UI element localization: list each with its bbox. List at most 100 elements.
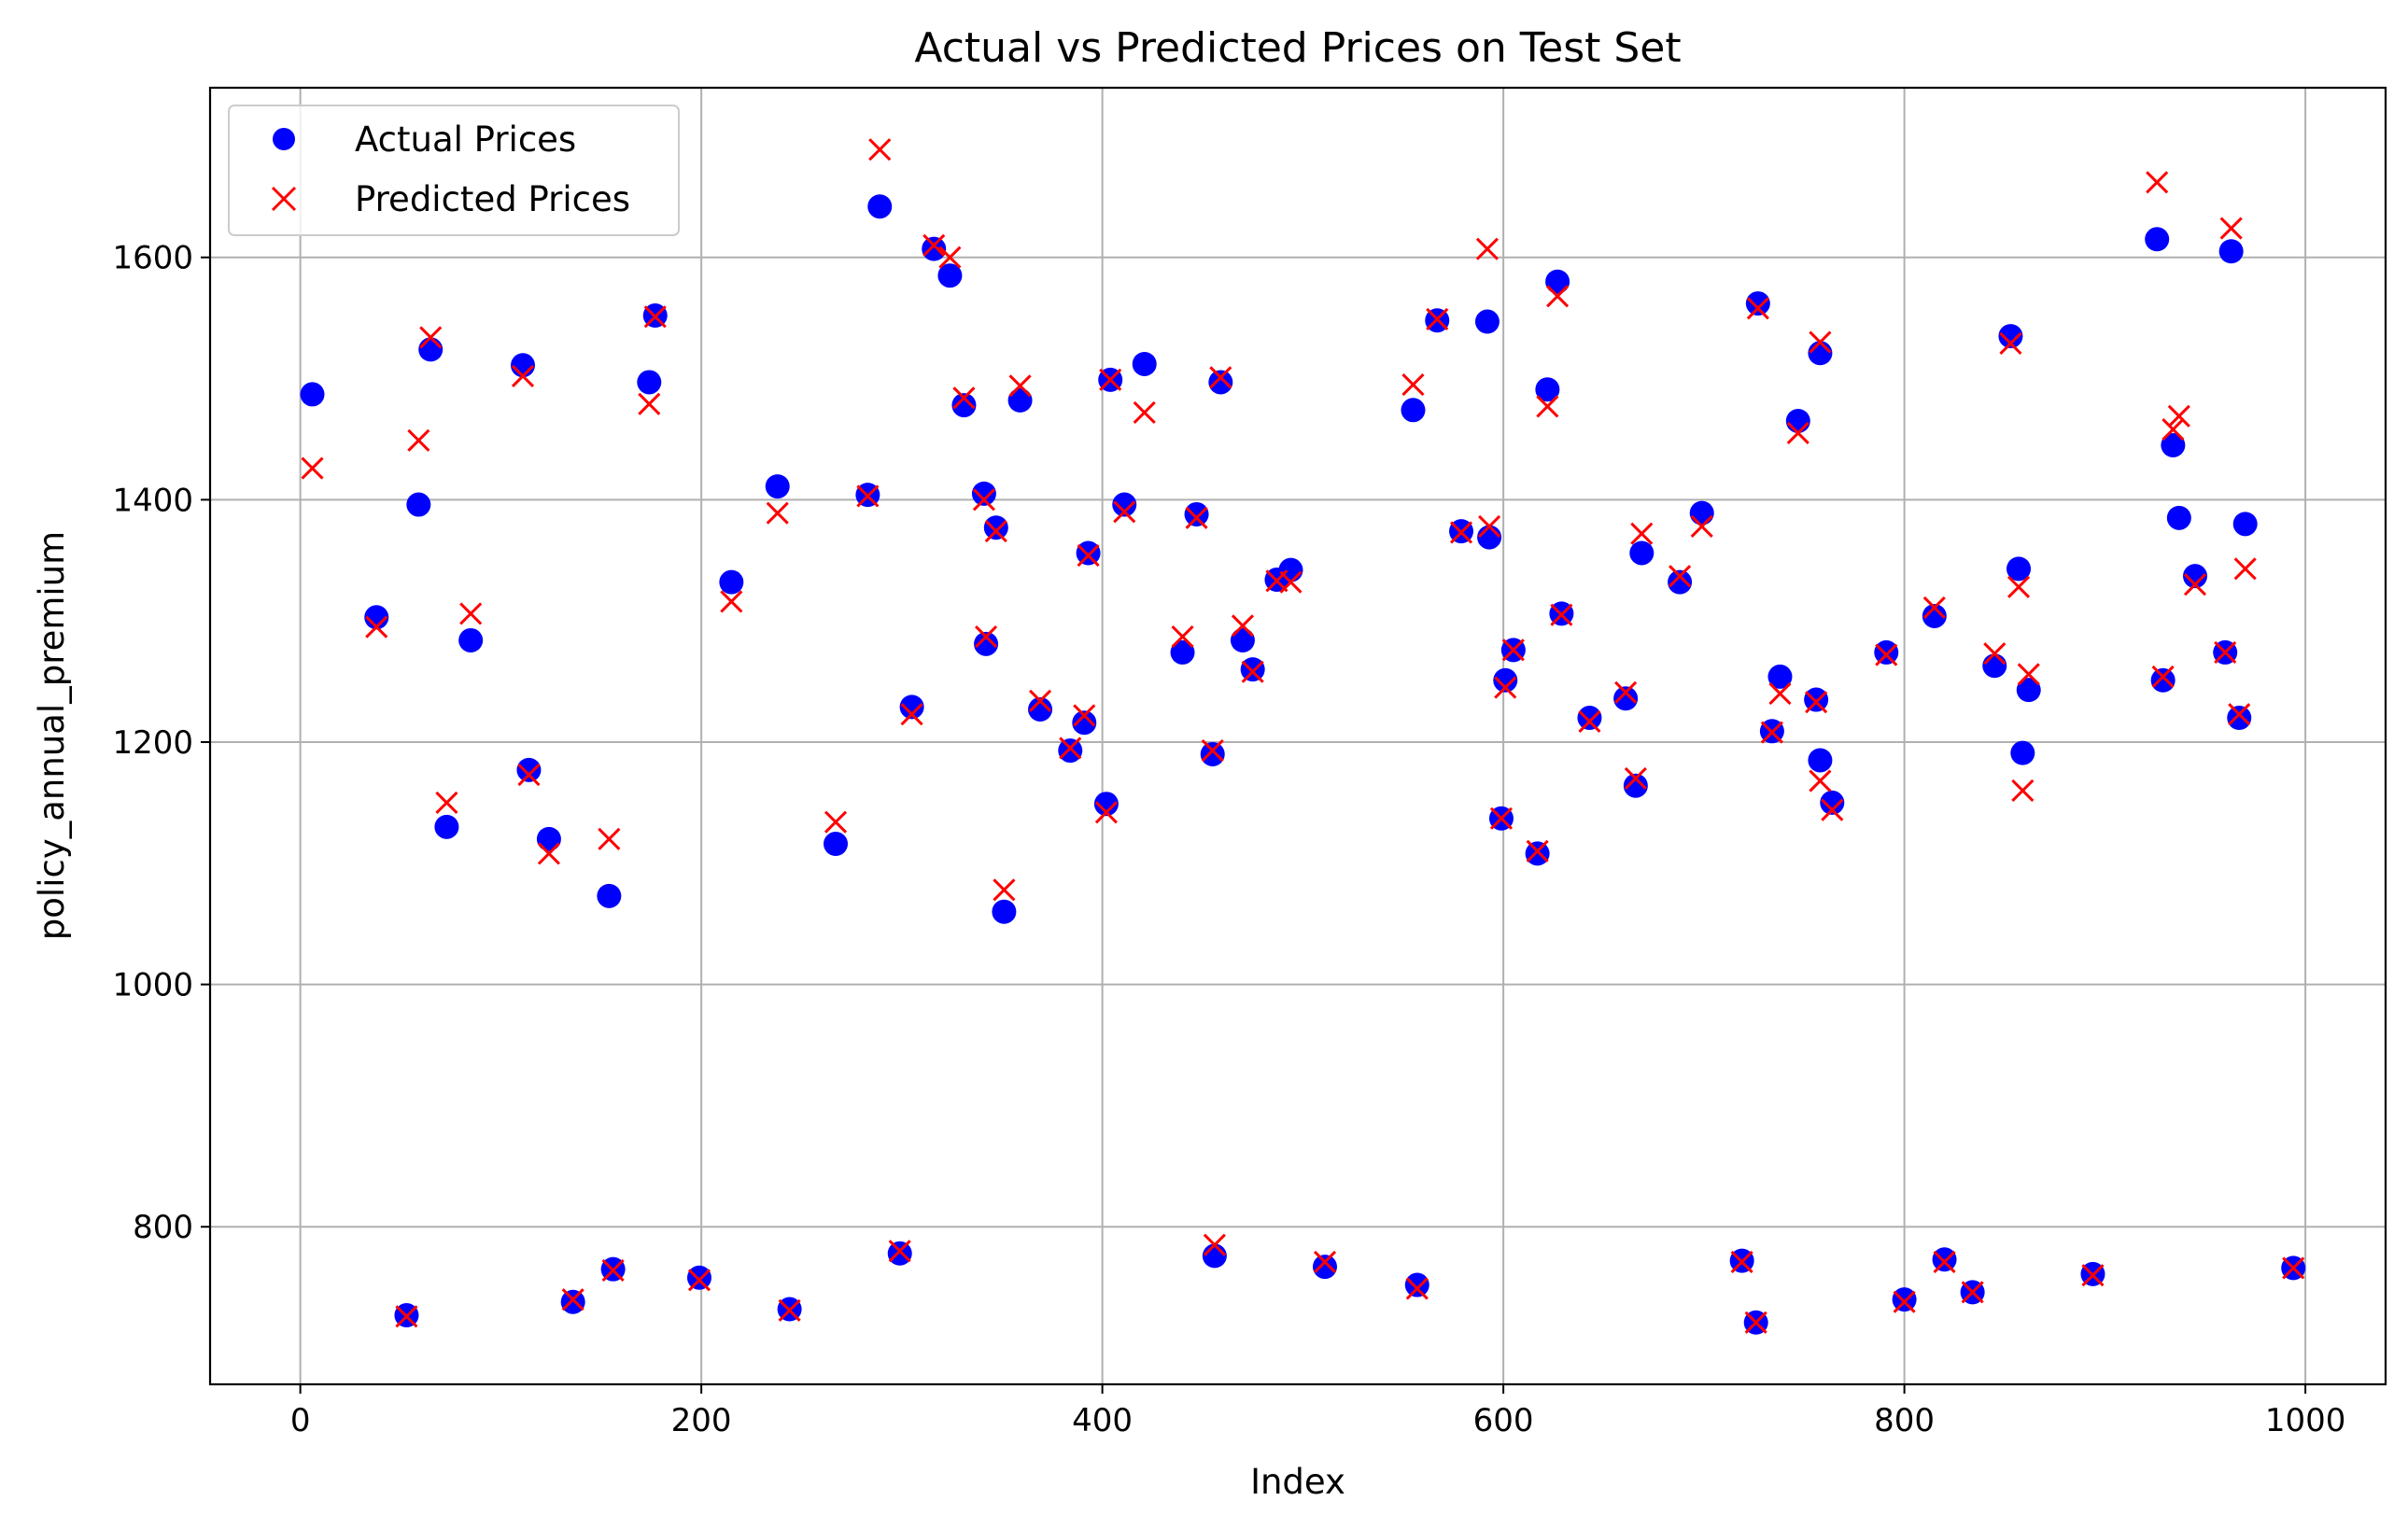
actual-price-point [951,393,977,418]
predicted-price-point [1171,624,1194,649]
predicted-price-point [1809,330,1832,354]
actual-price-point [1184,501,1209,526]
actual-price-point [1072,710,1097,736]
actual-price-point [1804,687,1829,712]
predicted-price-point [1875,643,1898,666]
predicted-price-point [2081,1264,2105,1287]
predicted-price-point [301,456,324,480]
y-tick-label: 1600 [112,240,193,277]
predicted-price-point [1028,689,1052,712]
actual-price-point [1493,667,1518,693]
actual-price-point [867,194,893,219]
predicted-price-point [1933,1250,1956,1273]
predicted-price-point [511,364,535,388]
actual-price-point [1312,1255,1337,1280]
actual-price-point [719,569,744,595]
predicted-price-point [687,1269,711,1292]
predicted-price-point [1279,570,1303,594]
predicted-price-point [1094,801,1118,824]
predicted-price-point [365,615,388,638]
predicted-price-point [1059,736,1082,760]
actual-price-point [1401,398,1426,423]
actual-price-point [1745,291,1770,316]
actual-price-point [516,757,542,782]
predicted-price-point [1821,798,1844,821]
actual-price-point [1545,269,1570,294]
predicted-price-point [459,602,483,625]
predicted-price-point [1614,680,1638,704]
predicted-price-point [1578,709,1601,733]
actual-price-point [458,627,484,652]
predicted-price-point [2167,404,2190,428]
actual-price-point [2150,667,2176,693]
actual-price-point [1808,748,1833,773]
predicted-price-point [407,428,430,452]
legend-label-predicted: Predicted Prices [355,179,630,219]
predicted-price-point [952,386,976,410]
predicted-price-point [984,520,1007,543]
predicted-price-point [1231,614,1255,638]
predicted-price-point [1405,1277,1429,1300]
predicted-price-point [1426,307,1449,331]
actual-price-point [1874,639,1899,665]
actual-price-point [971,481,996,506]
actual-price-point [1982,653,2007,679]
actual-price-point [1404,1272,1429,1298]
predicted-price-point [766,501,789,525]
x-axis-label: Index [1250,1462,1345,1502]
predicted-price-point [1809,769,1832,793]
predicted-price-point [2017,663,2040,686]
actual-price-point [1623,773,1648,798]
actual-price-point [434,814,459,839]
actual-price-point [887,1241,912,1266]
predicted-price-point [1546,285,1570,308]
plot-background [210,88,2386,1384]
legend-box [228,105,680,236]
y-tick-label: 800 [133,1209,193,1246]
actual-price-point [536,826,561,851]
actual-price-point [1278,557,1303,582]
predicted-price-point [1536,395,1559,418]
predicted-price-point [1113,500,1136,524]
predicted-price-point [1550,603,1573,626]
actual-price-point [364,605,389,630]
actual-price-point [637,370,662,395]
x-tick-label: 800 [1874,1402,1935,1439]
y-tick-label: 1400 [112,482,193,519]
actual-price-point [2232,512,2258,537]
predicted-price-point [1746,297,1769,320]
actual-price-point [686,1265,711,1290]
actual-price-point [2010,740,2035,765]
predicted-price-point [1494,676,1517,699]
legend-marker-predicted [271,186,297,212]
actual-price-point [1170,639,1195,665]
x-tick-label: 200 [671,1402,732,1439]
predicted-price-point [1983,642,2007,666]
predicted-price-point [1760,721,1783,744]
predicted-price-point [824,810,848,834]
actual-price-point [1613,686,1639,711]
actual-price-point [1820,790,1845,815]
predicted-price-point [2228,703,2251,726]
actual-price-point [2016,678,2041,703]
predicted-price-point [1526,839,1549,863]
y-axis-label: policy_annual_premium [32,531,72,940]
actual-price-point [1689,500,1714,526]
data-points [300,138,2306,1335]
predicted-price-point [2007,575,2031,598]
actual-price-point [1093,792,1119,817]
actual-price-point [992,899,1017,924]
predicted-price-point [1313,1250,1337,1273]
grid-lines [210,88,2386,1384]
actual-price-point [1202,1243,1227,1269]
predicted-price-point [1133,400,1156,424]
predicted-price-point [888,1240,911,1263]
predicted-price-point [1630,522,1654,545]
actual-price-point [1058,738,1083,764]
actual-price-point [1028,696,1053,722]
predicted-price-point [1669,565,1692,588]
predicted-price-point [900,703,923,726]
legend-label-actual: Actual Prices [355,119,576,160]
actual-price-point [1477,525,1502,550]
predicted-price-point [778,1298,801,1322]
